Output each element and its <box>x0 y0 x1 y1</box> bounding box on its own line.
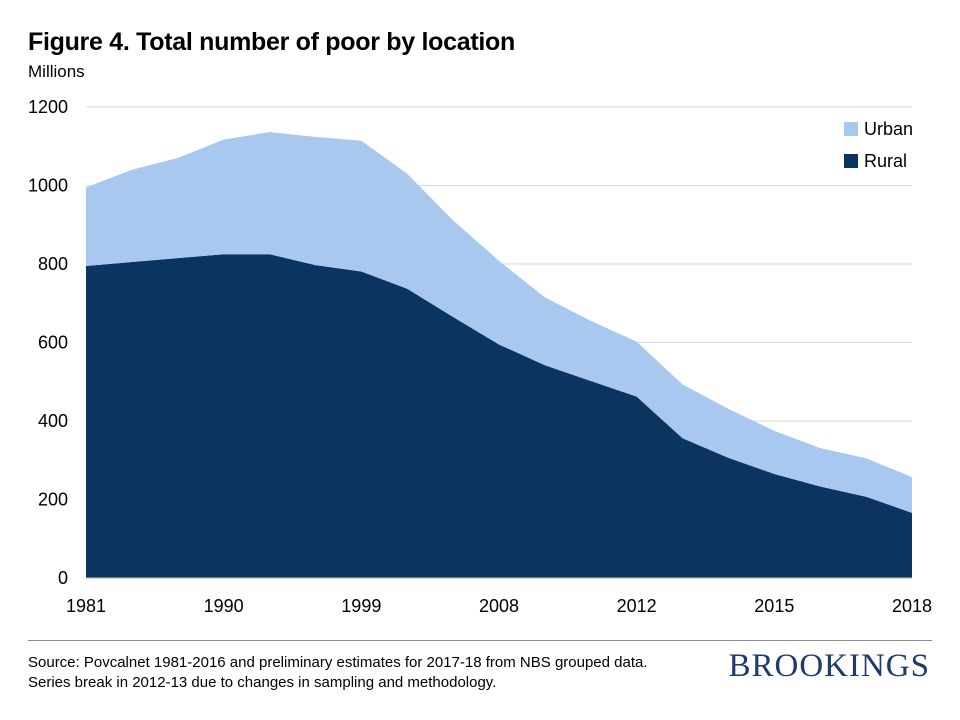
legend-label-urban: Urban <box>864 119 913 139</box>
legend: Urban Rural <box>844 119 913 171</box>
x-tick-label: 2015 <box>754 596 794 616</box>
axes: 0 200 400 600 800 1000 1200 1981 1990 1999 2008 201… <box>28 97 932 616</box>
y-tick-label: 200 <box>38 490 68 510</box>
x-tick-label: 1999 <box>341 596 381 616</box>
x-tick-label: 1981 <box>66 596 106 616</box>
x-tick-label: 2018 <box>892 596 932 616</box>
y-tick-label: 0 <box>58 568 68 588</box>
area-series <box>86 132 912 578</box>
area-rural <box>86 254 912 578</box>
y-tick-label: 800 <box>38 254 68 274</box>
legend-swatch-urban <box>844 122 858 136</box>
y-tick-label: 1200 <box>28 97 68 117</box>
brookings-logo: BROOKINGS <box>728 648 930 684</box>
legend-swatch-rural <box>844 154 858 168</box>
legend-label-rural: Rural <box>864 151 907 171</box>
chart-subtitle: Millions <box>28 62 85 81</box>
source-note: Source: Povcalnet 1981-2016 and prelimin… <box>28 654 648 691</box>
chart-title: Figure 4. Total number of poor by locati… <box>28 28 515 56</box>
area-urban <box>86 132 912 513</box>
footer-divider <box>28 640 932 641</box>
y-tick-label: 1000 <box>28 176 68 196</box>
x-tick-label: 1990 <box>204 596 244 616</box>
y-tick-label: 400 <box>38 411 68 431</box>
x-tick-label: 2008 <box>479 596 519 616</box>
y-tick-label: 600 <box>38 333 68 353</box>
x-tick-label: 2012 <box>617 596 657 616</box>
